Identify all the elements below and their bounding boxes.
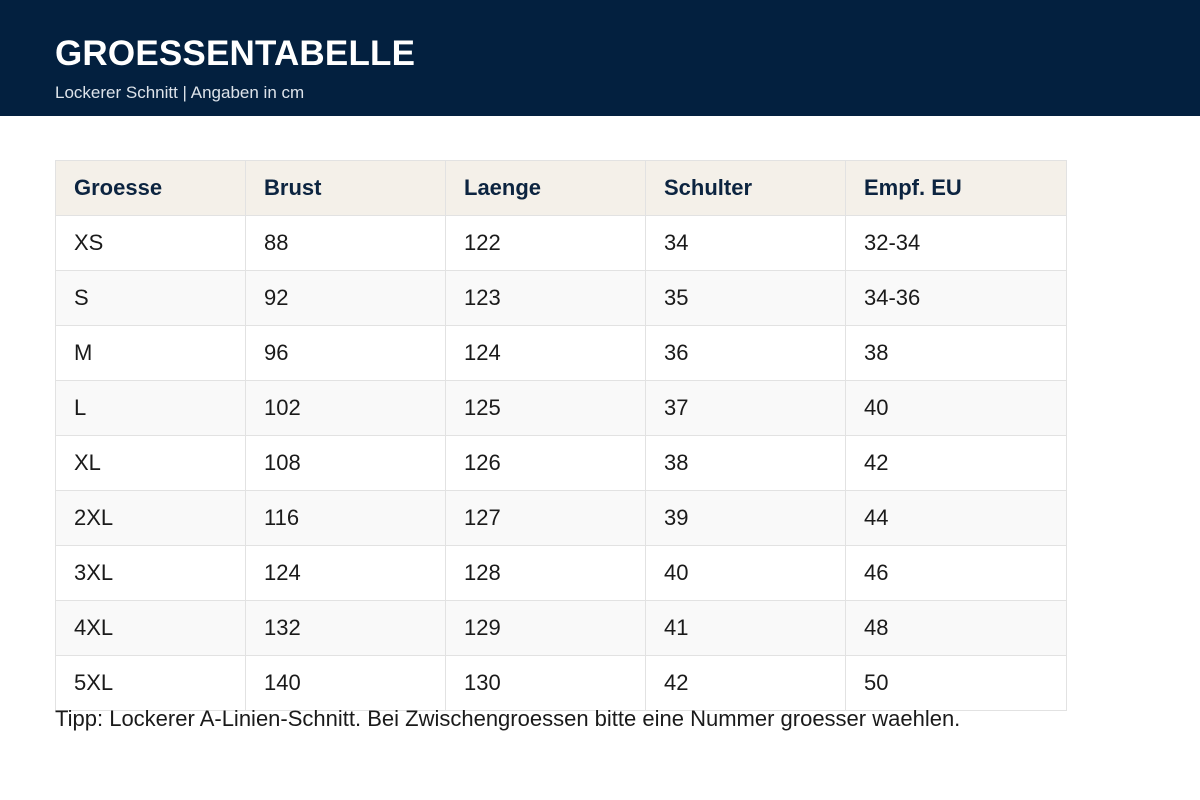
table-row: 4XL 132 129 41 48 <box>55 600 1067 656</box>
cell-eu-size: 46 <box>845 545 1067 601</box>
cell-shoulder: 35 <box>645 270 846 326</box>
table-row: 2XL 116 127 39 44 <box>55 490 1067 546</box>
cell-length: 122 <box>445 215 646 271</box>
cell-shoulder: 34 <box>645 215 846 271</box>
cell-chest: 102 <box>245 380 446 436</box>
cell-eu-size: 34-36 <box>845 270 1067 326</box>
page-subtitle: Lockerer Schnitt | Angaben in cm <box>55 83 305 102</box>
table-row: 5XL 140 130 42 50 <box>55 655 1067 711</box>
cell-length: 130 <box>445 655 646 711</box>
cell-shoulder: 41 <box>645 600 846 656</box>
cell-chest: 108 <box>245 435 446 491</box>
cell-length: 124 <box>445 325 646 381</box>
cell-chest: 92 <box>245 270 446 326</box>
cell-shoulder: 39 <box>645 490 846 546</box>
cell-eu-size: 40 <box>845 380 1067 436</box>
column-header-eu-size: Empf. EU <box>845 160 1067 216</box>
cell-size: 2XL <box>55 490 246 546</box>
cell-eu-size: 38 <box>845 325 1067 381</box>
cell-chest: 88 <box>245 215 446 271</box>
cell-chest: 132 <box>245 600 446 656</box>
table-row: XS 88 122 34 32-34 <box>55 215 1067 271</box>
cell-eu-size: 32-34 <box>845 215 1067 271</box>
column-header-length: Laenge <box>445 160 646 216</box>
cell-size: 3XL <box>55 545 246 601</box>
page-header: GROESSENTABELLE Lockerer Schnitt | Angab… <box>0 0 1200 116</box>
cell-chest: 116 <box>245 490 446 546</box>
column-header-chest: Brust <box>245 160 446 216</box>
cell-shoulder: 40 <box>645 545 846 601</box>
cell-size: XL <box>55 435 246 491</box>
cell-length: 127 <box>445 490 646 546</box>
cell-size: S <box>55 270 246 326</box>
cell-chest: 96 <box>245 325 446 381</box>
cell-length: 125 <box>445 380 646 436</box>
cell-length: 126 <box>445 435 646 491</box>
table-row: S 92 123 35 34-36 <box>55 270 1067 326</box>
cell-size: XS <box>55 215 246 271</box>
cell-eu-size: 48 <box>845 600 1067 656</box>
table-row: M 96 124 36 38 <box>55 325 1067 381</box>
cell-shoulder: 42 <box>645 655 846 711</box>
cell-length: 129 <box>445 600 646 656</box>
size-tip: Tipp: Lockerer A-Linien-Schnitt. Bei Zwi… <box>55 706 961 731</box>
cell-chest: 140 <box>245 655 446 711</box>
cell-size: 4XL <box>55 600 246 656</box>
cell-size: L <box>55 380 246 436</box>
cell-shoulder: 38 <box>645 435 846 491</box>
table-row: XL 108 126 38 42 <box>55 435 1067 491</box>
cell-eu-size: 50 <box>845 655 1067 711</box>
cell-length: 128 <box>445 545 646 601</box>
cell-shoulder: 37 <box>645 380 846 436</box>
cell-eu-size: 42 <box>845 435 1067 491</box>
page-title: GROESSENTABELLE <box>55 34 416 73</box>
cell-eu-size: 44 <box>845 490 1067 546</box>
column-header-shoulder: Schulter <box>645 160 846 216</box>
size-table: Groesse Brust Laenge Schulter Empf. EU X… <box>55 160 1067 711</box>
cell-size: M <box>55 325 246 381</box>
table-header-row: Groesse Brust Laenge Schulter Empf. EU <box>55 160 1067 216</box>
table-row: L 102 125 37 40 <box>55 380 1067 436</box>
cell-length: 123 <box>445 270 646 326</box>
column-header-size: Groesse <box>55 160 246 216</box>
cell-shoulder: 36 <box>645 325 846 381</box>
table-row: 3XL 124 128 40 46 <box>55 545 1067 601</box>
cell-size: 5XL <box>55 655 246 711</box>
cell-chest: 124 <box>245 545 446 601</box>
